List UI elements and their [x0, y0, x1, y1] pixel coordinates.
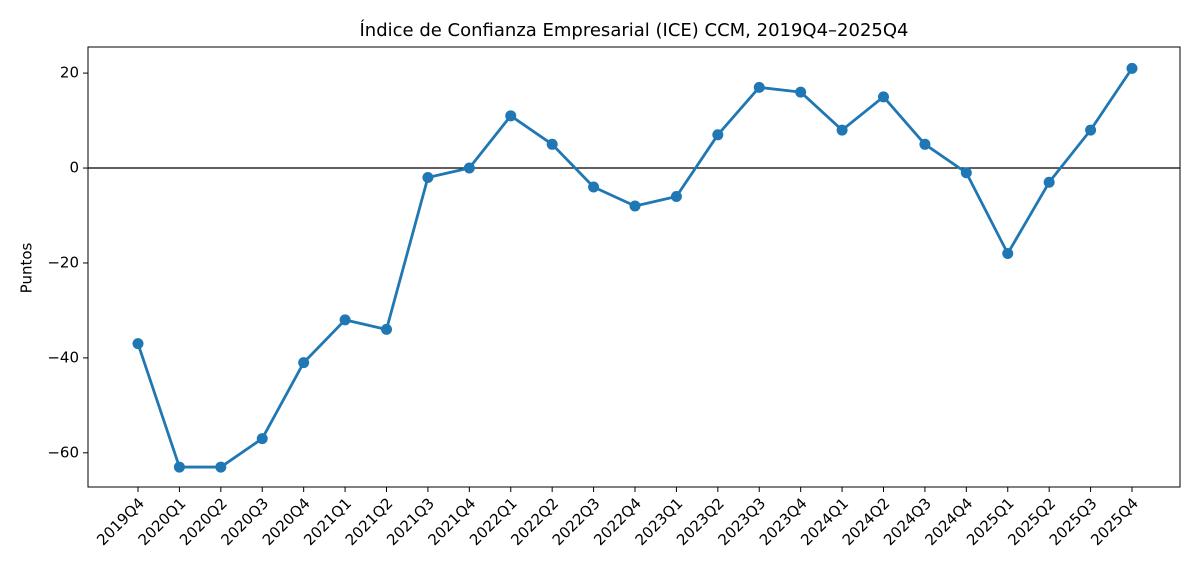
y-axis-label: Puntos — [18, 242, 36, 293]
data-point — [712, 129, 724, 141]
data-point — [878, 91, 889, 103]
data-point — [1085, 124, 1097, 136]
data-point — [1126, 62, 1138, 74]
data-point — [173, 461, 185, 473]
data-point — [1043, 176, 1055, 188]
data-point — [132, 338, 144, 350]
data-point — [505, 110, 517, 122]
y-tick-label: −60 — [47, 443, 79, 461]
data-point — [256, 433, 268, 445]
plot-frame — [87, 46, 1181, 488]
data-point — [463, 162, 475, 174]
data-point — [215, 461, 227, 473]
data-point — [339, 314, 351, 326]
data-line — [136, 67, 1134, 469]
data-point — [381, 323, 392, 335]
data-point — [588, 181, 600, 193]
data-point — [298, 357, 310, 369]
data-point — [836, 124, 848, 136]
data-point — [919, 138, 931, 150]
chart-title: Índice de Confianza Empresarial (ICE) CC… — [360, 19, 909, 41]
y-tick-label: 0 — [69, 159, 79, 177]
data-point — [422, 172, 434, 184]
data-point — [670, 191, 682, 203]
y-tick-label: 20 — [60, 64, 79, 82]
data-point — [1002, 247, 1014, 259]
y-tick-label: −20 — [47, 253, 79, 271]
data-point — [753, 81, 765, 93]
data-point — [795, 86, 807, 98]
data-point — [546, 138, 558, 150]
y-tick-label: −40 — [47, 348, 79, 366]
data-point — [629, 200, 641, 212]
data-point — [960, 167, 972, 179]
